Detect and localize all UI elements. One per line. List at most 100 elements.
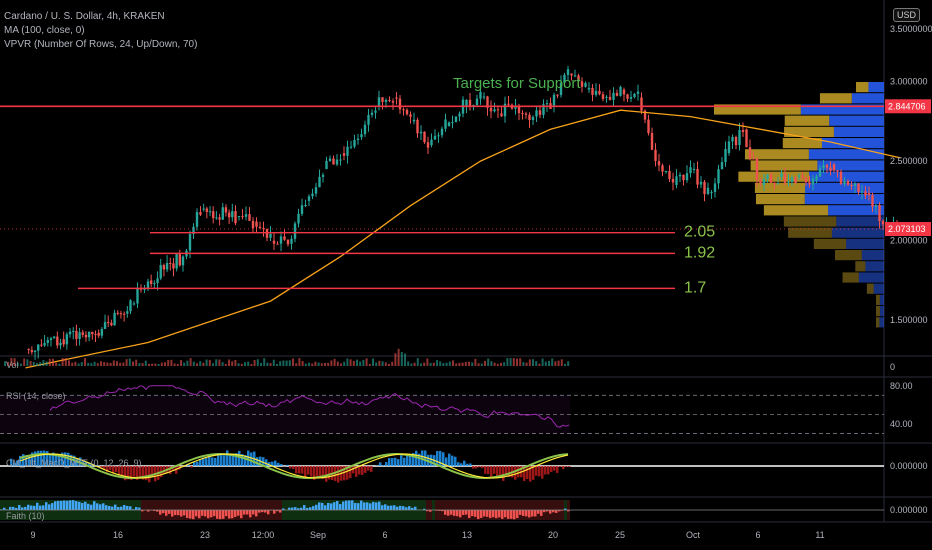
candle-body: [538, 110, 542, 115]
macd-histogram-bar: [142, 466, 145, 480]
candle-body: [661, 165, 664, 172]
faith-bar: [288, 507, 291, 510]
candle-body: [360, 134, 363, 138]
candle-body: [363, 124, 367, 135]
volume-bar: [269, 363, 272, 366]
candle-body: [356, 138, 360, 141]
faith-bar: [84, 501, 87, 510]
volume-bar: [336, 361, 339, 366]
macd-histogram-bar: [49, 454, 52, 466]
candle-body: [335, 159, 339, 165]
rsi-tick: 40.00: [890, 419, 913, 429]
volume-bar: [74, 361, 77, 366]
candle-body: [231, 211, 234, 218]
volume-profile-down-bar: [866, 283, 874, 294]
volume-bar: [192, 361, 195, 366]
candle-body: [433, 135, 437, 140]
macd-histogram-bar: [316, 466, 319, 478]
faith-bar: [294, 507, 297, 510]
currency-badge[interactable]: USD: [892, 8, 920, 22]
macd-histogram-bar: [163, 466, 166, 474]
volume-bar: [352, 360, 355, 366]
candle-body: [159, 265, 162, 279]
candle-body: [619, 86, 622, 96]
candle-body: [496, 109, 500, 111]
volume-bar: [55, 362, 58, 366]
candle-body: [521, 113, 524, 115]
volume-bar: [426, 358, 429, 366]
faith-bar: [249, 510, 252, 518]
candle-body: [822, 165, 825, 169]
volume-bar: [29, 360, 32, 366]
macd-histogram-bar: [310, 466, 313, 477]
volume-bar: [36, 363, 38, 366]
macd-histogram-bar: [172, 466, 175, 472]
faith-bar: [306, 507, 309, 510]
volume-bar: [397, 348, 400, 366]
time-tick: 11: [815, 530, 824, 540]
faith-bar: [534, 510, 537, 517]
candle-body: [773, 182, 776, 185]
volume-bar: [170, 359, 173, 366]
candle-body: [598, 90, 601, 95]
volume-bar: [253, 360, 256, 366]
candle-body: [825, 165, 829, 168]
candle-body: [857, 183, 860, 193]
volume-bar: [288, 360, 291, 366]
time-tick: 25: [615, 530, 625, 540]
macd-histogram-bar: [517, 466, 520, 478]
candle-body: [867, 192, 871, 195]
faith-bar: [462, 510, 465, 516]
volume-bar: [276, 363, 278, 366]
volume-bar: [154, 363, 157, 366]
candle-body: [664, 170, 668, 172]
faith-bar: [426, 510, 429, 512]
faith-bar: [354, 502, 357, 510]
volume-bar: [410, 363, 413, 366]
faith-bar: [348, 500, 351, 510]
volume-bar: [407, 361, 410, 366]
volume-bar: [554, 361, 557, 366]
volume-bar: [128, 358, 131, 366]
macd-histogram-bar: [466, 463, 469, 466]
faith-bar: [312, 506, 315, 510]
macd-histogram-bar: [40, 450, 43, 466]
macd-signal-line: [19, 453, 569, 479]
macd-histogram-bar: [148, 466, 151, 483]
faith-bar: [153, 510, 156, 511]
volume-profile-up-bar: [873, 283, 884, 294]
faith-bar: [210, 510, 213, 518]
volume-bar: [464, 361, 467, 366]
faith-bar: [459, 510, 462, 518]
faith-bar: [15, 507, 18, 510]
candle-body: [416, 119, 419, 134]
macd-histogram-bar: [472, 466, 475, 469]
candle-body: [367, 115, 370, 125]
volume-bar: [384, 362, 387, 366]
candle-body: [62, 339, 65, 345]
vol-label: Vol: [6, 360, 19, 370]
faith-bar: [513, 510, 516, 520]
candle-body: [59, 342, 62, 346]
candle-body: [500, 113, 503, 117]
faith-bar: [366, 502, 369, 510]
volume-bar: [173, 363, 176, 366]
macd-histogram-bar: [118, 466, 121, 476]
macd-histogram-bar: [268, 461, 271, 466]
volume-bar: [186, 360, 189, 366]
macd-histogram-bar: [82, 459, 85, 466]
faith-bar: [474, 510, 477, 517]
macd-histogram-bar: [550, 466, 553, 472]
volume-bar: [260, 362, 262, 366]
volume-bar: [196, 363, 198, 366]
candle-body: [815, 176, 818, 181]
faith-bar: [549, 510, 552, 514]
faith-label: Faith (10): [6, 511, 45, 521]
macd-histogram-bar: [502, 466, 505, 481]
volume-profile-down-bar: [738, 171, 810, 182]
time-tick: 12:00: [252, 530, 275, 540]
faith-bar: [108, 506, 111, 510]
candle-body: [165, 262, 169, 270]
macd-histogram-bar: [349, 466, 352, 479]
